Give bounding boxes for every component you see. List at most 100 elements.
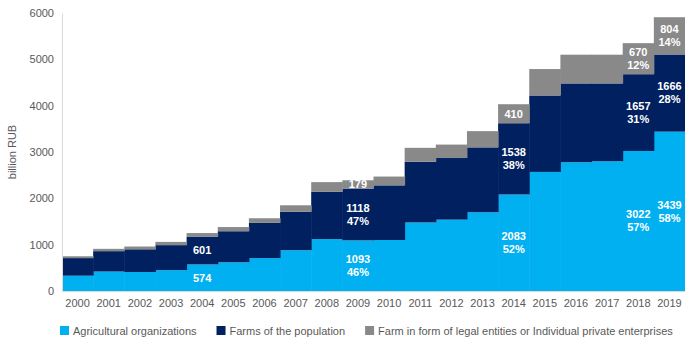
share-label: 14% — [658, 36, 680, 48]
bar — [311, 182, 343, 192]
bar — [654, 17, 685, 54]
series-bars — [62, 17, 685, 258]
data-label: 179 — [349, 178, 367, 190]
tick: 2001 — [96, 291, 120, 309]
bar — [498, 194, 530, 291]
tick-label: 2000 — [65, 297, 89, 309]
bar — [280, 205, 312, 211]
tick-label: 2011 — [408, 297, 432, 309]
tick-label: 2012 — [439, 297, 463, 309]
bar — [155, 242, 187, 245]
bar — [498, 104, 530, 123]
tick: 2004 — [190, 291, 214, 309]
bar — [93, 251, 125, 271]
bar — [374, 177, 406, 186]
tick-label: 3000 — [30, 146, 54, 158]
tick-label: 2003 — [159, 297, 183, 309]
data-label: 3022 — [626, 208, 650, 220]
x-axis: 2000 2001 2002 2003 2004 2005 2006 2007 2008 2009… — [63, 291, 686, 309]
tick: 2009 — [346, 291, 370, 309]
tick-label: 2000 — [30, 192, 54, 204]
bar — [436, 220, 468, 291]
tick: 5000 — [30, 53, 62, 65]
bar — [249, 223, 281, 258]
series-bars — [62, 54, 685, 275]
tick: 2016 — [564, 291, 588, 309]
legend-swatch — [60, 326, 69, 335]
share-label: 57% — [627, 221, 649, 233]
tick: 3000 — [30, 146, 62, 158]
data-label: 804 — [660, 23, 679, 35]
legend-label: Farms of the population — [230, 325, 346, 337]
bar — [218, 227, 250, 231]
y-axis: 0 1000 2000 3000 4000 5000 6000 — [30, 7, 63, 297]
data-label: 670 — [629, 46, 647, 58]
data-label: 601 — [193, 244, 211, 256]
bar — [62, 276, 94, 291]
tick: 2011 — [408, 291, 432, 309]
bar — [249, 258, 281, 291]
tick: 2014 — [501, 291, 525, 309]
bar — [93, 272, 125, 291]
bar — [342, 189, 374, 241]
data-label: 1118 — [346, 202, 369, 214]
bar — [155, 270, 187, 291]
bar — [311, 192, 343, 239]
tick-label: 2006 — [252, 297, 276, 309]
bar — [436, 145, 468, 158]
tick-label: 2004 — [190, 297, 214, 309]
bar — [374, 185, 406, 240]
bar — [592, 55, 624, 84]
bar — [560, 55, 592, 84]
bar — [62, 256, 94, 258]
tick-label: 2010 — [377, 297, 401, 309]
tick: 2013 — [470, 291, 494, 309]
tick-label: 1000 — [30, 239, 54, 251]
bar — [436, 158, 468, 220]
bar — [405, 162, 437, 223]
data-labels: 574109346%208352%302257%343958%601111847… — [193, 23, 682, 283]
tick-label: 2017 — [595, 297, 619, 309]
data-label: 1093 — [346, 253, 370, 265]
share-label: 31% — [627, 113, 649, 125]
bar — [405, 222, 437, 291]
tick: 2010 — [377, 291, 401, 309]
bar — [280, 212, 312, 250]
tick-label: 2009 — [346, 297, 370, 309]
legend-swatch — [217, 326, 226, 335]
legend-label: Agricultural organizations — [73, 325, 197, 337]
bar — [124, 249, 156, 272]
bar — [560, 162, 592, 291]
bar — [93, 249, 125, 251]
tick-label: 2007 — [283, 297, 307, 309]
tick-label: 4000 — [30, 100, 54, 112]
bar — [311, 239, 343, 291]
tick: 2006 — [252, 291, 276, 309]
tick: 2000 — [30, 192, 62, 204]
bar — [218, 231, 250, 262]
bar — [529, 69, 561, 95]
bar — [623, 151, 655, 291]
share-label: 28% — [658, 93, 680, 105]
tick: 0 — [48, 285, 62, 297]
bar — [592, 83, 624, 161]
legend-item: Farms of the population — [217, 325, 346, 337]
tick-label: 2019 — [657, 297, 681, 309]
bar — [623, 43, 655, 74]
tick-label: 2002 — [128, 297, 152, 309]
tick-label: 2005 — [221, 297, 245, 309]
legend: Agricultural organizations Farms of the p… — [60, 325, 673, 337]
axis-title: billion RUB — [6, 125, 18, 179]
tick-label: 2008 — [315, 297, 339, 309]
legend-label: Farm in form of legal entities or Indivi… — [378, 325, 673, 337]
tick: 6000 — [30, 7, 62, 19]
tick-label: 5000 — [30, 53, 54, 65]
legend-swatch — [365, 326, 374, 335]
tick: 2002 — [128, 291, 152, 309]
bar — [654, 54, 685, 131]
bar — [560, 83, 592, 162]
tick-label: 2013 — [470, 297, 494, 309]
bar — [654, 132, 685, 291]
data-label: 1657 — [626, 100, 650, 112]
bar — [405, 148, 437, 162]
